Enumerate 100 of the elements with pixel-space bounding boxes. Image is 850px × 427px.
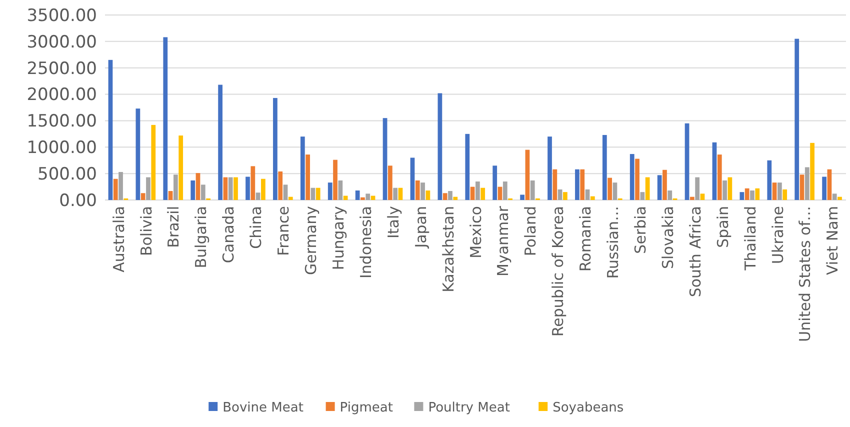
x-tick-label: Indonesia (356, 206, 375, 279)
bar (465, 134, 470, 200)
bar (530, 180, 535, 200)
bar (113, 178, 118, 200)
x-tick-label: Germany (302, 206, 320, 275)
bar (343, 196, 348, 200)
bar (827, 169, 832, 200)
bar (250, 166, 256, 200)
bar (502, 182, 508, 200)
bar (575, 169, 580, 200)
bar (755, 188, 760, 200)
bar (630, 154, 634, 200)
bar (200, 184, 206, 200)
bar (722, 180, 727, 200)
x-tick-label: Mexico (466, 206, 485, 258)
x-tick-label: Spain (714, 206, 732, 248)
bar (140, 193, 146, 200)
x-tick-label: Japan (412, 206, 430, 249)
bar (146, 177, 150, 200)
bar (310, 188, 316, 200)
x-tick-label: Hungary (329, 206, 348, 270)
x-tick-label: Russian… (604, 206, 622, 279)
bar (256, 192, 260, 200)
bar (740, 192, 744, 200)
bar (388, 166, 392, 200)
bar (804, 167, 810, 200)
x-tick-label: Viet Nam (824, 206, 842, 276)
x-tick-label: Slovakia (658, 206, 677, 269)
bar (300, 136, 305, 200)
bar (690, 196, 694, 200)
bar (448, 191, 452, 200)
y-tick-label: 0.00 (59, 190, 97, 211)
bar (580, 169, 585, 200)
x-tick-label: Poland (522, 206, 540, 256)
bar (328, 182, 332, 200)
bar (520, 194, 524, 200)
bar (476, 182, 480, 200)
x-tick-label: Myanmar (494, 205, 512, 276)
bar (151, 124, 156, 200)
bar (782, 189, 788, 200)
legend-label: Soyabeans (552, 400, 624, 416)
bar (480, 188, 486, 200)
bar (772, 182, 777, 200)
bar (712, 142, 717, 200)
bar (822, 176, 826, 200)
bar (832, 194, 837, 200)
bar (684, 123, 690, 200)
x-tick-label: France (274, 206, 293, 256)
bar (360, 197, 365, 200)
bar (668, 190, 672, 200)
bar (393, 188, 398, 200)
bar (288, 196, 293, 200)
x-tick-label: Brazil (164, 206, 183, 248)
bar (426, 190, 430, 200)
bar (558, 189, 562, 200)
bar (744, 188, 750, 200)
bar (278, 171, 283, 200)
bar (196, 173, 200, 200)
x-tick-label: Kazakhstan (439, 206, 458, 292)
bar (420, 182, 425, 200)
bar (778, 182, 782, 200)
bar (453, 196, 458, 200)
bar (410, 158, 415, 200)
bar (168, 191, 173, 200)
bar (608, 178, 612, 200)
bar (548, 136, 552, 200)
bar (415, 180, 420, 200)
legend-label: Poultry Meat (428, 400, 510, 416)
legend-label: Bovine Meat (222, 400, 304, 416)
bar (800, 174, 804, 200)
x-tick-label: Republic of Korea (549, 206, 568, 337)
y-tick-label: 2500.00 (26, 58, 97, 79)
bar (136, 108, 140, 200)
bar (108, 60, 113, 200)
bar (174, 174, 178, 200)
bar (382, 118, 388, 200)
bar (470, 186, 475, 200)
bar (355, 190, 360, 200)
x-tick-label: Bulgaria (192, 206, 210, 268)
bar (640, 192, 645, 200)
bar (366, 194, 370, 200)
x-tick-label: Australia (110, 206, 128, 272)
bar (246, 176, 250, 200)
bar (398, 188, 403, 200)
bar (234, 177, 238, 200)
x-tick-label: United States of… (796, 206, 814, 342)
bar (492, 166, 498, 200)
bar (767, 160, 772, 200)
bar (525, 150, 530, 200)
y-tick-label: 500.00 (38, 164, 97, 185)
bar (190, 180, 196, 200)
bar (838, 196, 842, 200)
bar (442, 193, 448, 200)
y-tick-label: 2000.00 (26, 85, 97, 106)
x-tick-label: Ukraine (768, 206, 787, 264)
bar (657, 175, 662, 200)
bar (261, 178, 266, 200)
bar (333, 160, 338, 200)
x-tick-label: Bolivia (137, 206, 156, 256)
x-tick-label: Canada (220, 206, 238, 264)
